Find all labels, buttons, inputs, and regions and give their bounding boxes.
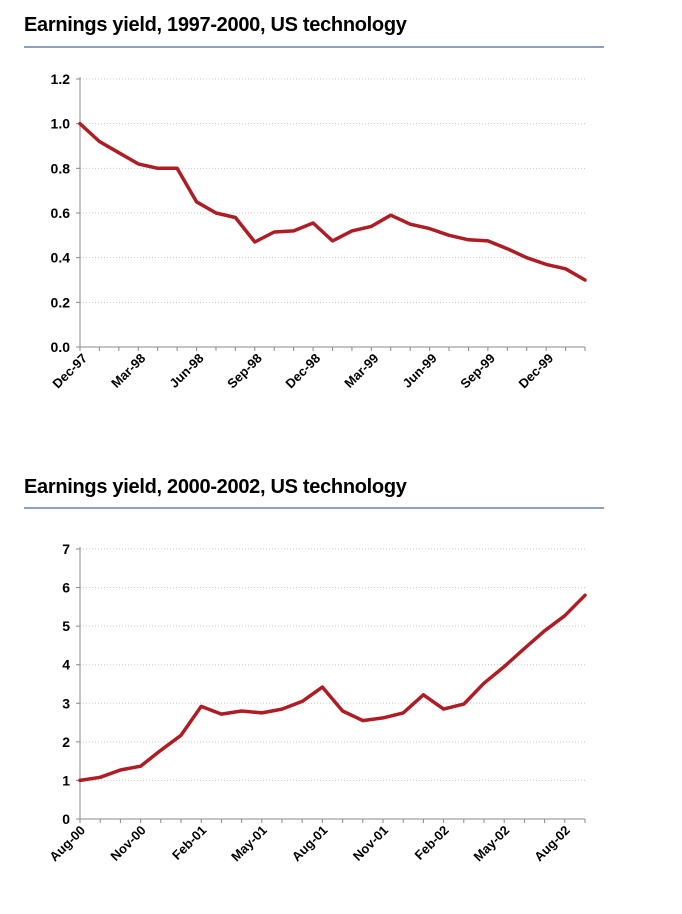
chart2-data-point: [482, 681, 486, 685]
chart2-series-line: [78, 593, 587, 783]
chart1-data-point: [350, 229, 354, 233]
chart1-data-point: [253, 240, 257, 244]
chart2-y-tick-label: 3: [62, 695, 70, 711]
chart2-data-point: [260, 711, 264, 715]
chart2-y-tick-label: 7: [62, 541, 70, 557]
chart2-data-point: [341, 709, 345, 713]
chart1-y-tick-label: 0.0: [51, 339, 71, 355]
chart1-x-tick-label: Mar-98: [108, 351, 148, 391]
chart1-y-tick-label: 0.4: [51, 250, 71, 266]
chart1-data-point: [292, 229, 296, 233]
chart2-data-point: [199, 704, 203, 708]
chart1-x-tick-label: Dec-98: [282, 351, 323, 392]
chart1-title: Earnings yield, 1997-2000, US technology: [24, 14, 407, 36]
chart1-data-point: [78, 122, 82, 126]
chart2-data-point: [300, 699, 304, 703]
chart1-data-point: [486, 239, 490, 243]
chart2-data-point: [502, 665, 506, 669]
chart1-data-point: [214, 211, 218, 215]
chart2-data-point: [240, 709, 244, 713]
chart2-x-tick-label: Aug-00: [46, 823, 88, 865]
chart1-x-tick-label: Mar-99: [341, 351, 381, 391]
chart1-data-point: [369, 224, 373, 228]
chart1-data-point: [583, 278, 587, 282]
chart2-data-point: [381, 716, 385, 720]
chart1-data-point: [195, 200, 199, 204]
chart1-title-rule: [24, 46, 604, 48]
chart2-y-tick-label: 1: [62, 772, 70, 788]
chart1-data-point: [156, 166, 160, 170]
chart1-data-point: [428, 227, 432, 231]
chart1-series-line: [78, 121, 587, 282]
chart2-data-point: [462, 702, 466, 706]
chart2-data-point: [118, 768, 122, 772]
chart1-data-point: [466, 238, 470, 242]
chart1-x-tick-label: Jun-98: [166, 351, 206, 391]
chart2-x-tick-label: Nov-00: [107, 823, 148, 864]
chart2: 0 1 2 3 4 5 6 7 Aug-00 Nov-00 Feb-01 May-01 Aug-01 No…: [46, 541, 587, 865]
chart1-x-tick-label: Sep-99: [457, 351, 498, 392]
chart2-data-point: [401, 711, 405, 715]
chart2-x-tick-label: May-01: [228, 823, 270, 865]
chart2-data-point: [98, 775, 102, 779]
chart1-x-tick-label: Sep-98: [224, 351, 265, 392]
chart1-data-point: [389, 213, 393, 217]
chart1-x-tick-label: Jun-99: [399, 351, 439, 391]
chart2-data-point: [159, 748, 163, 752]
chart1-data-point: [233, 215, 237, 219]
chart2-data-point: [78, 778, 82, 782]
chart1-data-point: [408, 222, 412, 226]
chart1-data-point: [505, 247, 509, 251]
chart2-title-rule: [24, 507, 604, 509]
chart2-x-tick-label: Feb-01: [169, 823, 209, 863]
chart1-data-point: [175, 166, 179, 170]
chart2-data-point: [219, 712, 223, 716]
chart1-data-point: [544, 262, 548, 266]
chart1-y-tick-label: 0.8: [51, 160, 71, 176]
chart2-data-point: [543, 629, 547, 633]
chart2-y-tick-label: 6: [62, 580, 70, 596]
chart1-data-point: [272, 230, 276, 234]
chart1-y-tick-label: 0.6: [51, 205, 71, 221]
chart2-x-tick-label: Nov-01: [350, 823, 391, 864]
chart2-data-point: [442, 707, 446, 711]
chart1-data-point: [117, 151, 121, 155]
chart1-y-tick-label: 1.2: [51, 71, 71, 87]
chart2-data-point: [320, 685, 324, 689]
chart2-data-point: [563, 614, 567, 618]
chart2-x-tick-label: May-02: [471, 823, 513, 865]
chart2-y-tick-label: 2: [62, 734, 70, 750]
chart2-x-tick-label: Aug-01: [289, 823, 331, 865]
chart2-data-point: [179, 733, 183, 737]
chart2-x-tick-label: Aug-02: [531, 823, 573, 865]
chart1: 0.0 0.2 0.4 0.6 0.8 1.0 1.2 Dec-97 Mar-98 Jun-98 S…: [49, 71, 587, 392]
chart2-data-point: [421, 693, 425, 697]
chart2-data-point: [583, 593, 587, 597]
chart1-data-point: [447, 233, 451, 237]
chart2-y-tick-label: 5: [62, 618, 70, 634]
chart2-y-tick-label: 4: [62, 657, 70, 673]
chart2-data-point: [139, 764, 143, 768]
chart2-data-point: [280, 707, 284, 711]
chart2-data-point: [361, 719, 365, 723]
chart1-data-point: [136, 162, 140, 166]
chart2-x-tick-label: Feb-02: [411, 823, 451, 863]
chart1-x-tick-label: Dec-97: [49, 351, 90, 392]
chart1-data-point: [97, 140, 101, 144]
chart2-y-tick-label: 0: [62, 811, 70, 827]
chart1-data-point: [311, 221, 315, 225]
chart1-data-point: [331, 239, 334, 243]
chart1-x-tick-label: Dec-99: [516, 351, 557, 392]
chart1-data-point: [564, 267, 568, 271]
chart1-y-tick-label: 1.0: [51, 116, 71, 132]
chart1-data-point: [525, 256, 529, 260]
chart2-title: Earnings yield, 2000-2002, US technology: [24, 476, 407, 498]
chart1-y-tick-label: 0.2: [51, 294, 71, 310]
chart2-data-point: [522, 647, 526, 651]
